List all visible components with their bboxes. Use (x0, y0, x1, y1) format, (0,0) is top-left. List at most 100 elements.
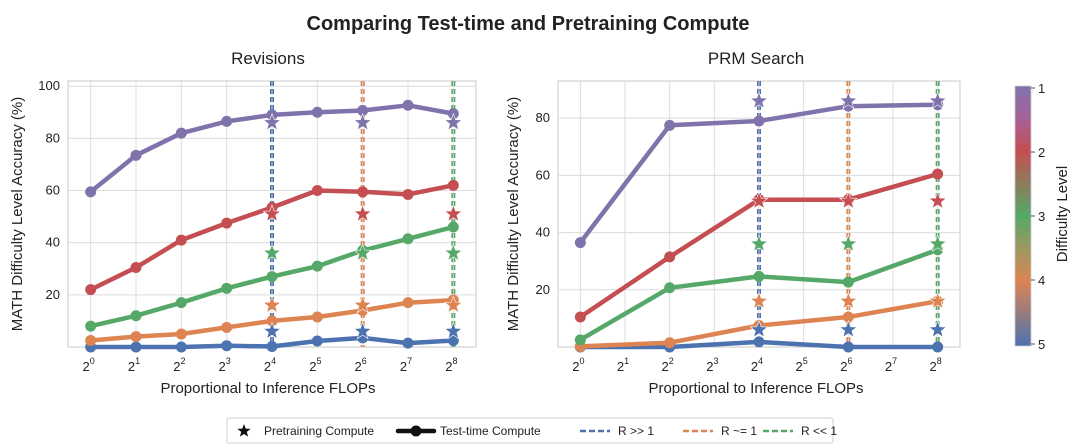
data-point-level-5 (932, 341, 944, 353)
pretraining-star-level-1 (443, 112, 463, 131)
y-tick-label: 60 (536, 167, 550, 182)
x-tick-base: 2 (400, 359, 407, 374)
data-point-level-3 (130, 310, 142, 322)
data-point-level-1 (311, 106, 323, 118)
pretraining-star-level-1 (928, 91, 948, 109)
pretraining-star-level-1 (262, 112, 282, 131)
pretraining-star-level-3 (262, 243, 282, 262)
x-tick-base: 2 (706, 359, 713, 374)
colorbar-tick-label: 4 (1038, 273, 1045, 288)
data-point-level-3 (842, 276, 854, 288)
pretraining-star-level-3 (928, 234, 948, 253)
data-point-level-4 (221, 321, 233, 333)
data-point-level-3 (753, 270, 765, 282)
colorbar-label: Difficulty Level (1054, 166, 1071, 262)
pretraining-star-level-5 (928, 319, 948, 338)
x-tick-exponent: 8 (937, 356, 942, 366)
data-point-level-3 (175, 297, 187, 309)
pretraining-star-level-5 (353, 321, 373, 340)
pretraining-star-level-5 (749, 319, 769, 338)
data-point-level-5 (175, 341, 187, 353)
panel-title-revisions: Revisions (231, 49, 305, 68)
data-point-level-2 (221, 217, 233, 229)
x-tick-exponent: 3 (713, 356, 718, 366)
data-point-level-1 (85, 186, 97, 198)
x-tick-label: 28 (445, 356, 457, 374)
x-tick-base: 2 (445, 359, 452, 374)
y-tick-label: 40 (536, 225, 550, 240)
x-tick-label: 22 (662, 356, 674, 374)
x-tick-label: 24 (264, 356, 276, 374)
data-point-level-2 (932, 168, 944, 180)
legend-label: R >> 1 (618, 424, 654, 438)
data-point-level-3 (664, 282, 676, 294)
x-tick-exponent: 4 (271, 356, 276, 366)
data-point-level-1 (130, 149, 142, 161)
data-point-level-4 (130, 331, 142, 343)
x-tick-exponent: 0 (90, 356, 95, 366)
x-tick-label: 27 (885, 356, 897, 374)
x-tick-exponent: 1 (624, 356, 629, 366)
x-tick-exponent: 0 (579, 356, 584, 366)
data-point-level-2 (357, 186, 369, 198)
data-point-level-3 (85, 320, 97, 332)
pretraining-star-level-1 (838, 91, 858, 109)
colorbar: Difficulty Level 1 2 3 4 5 (1014, 81, 1071, 352)
x-tick-exponent: 6 (362, 356, 367, 366)
data-point-level-3 (221, 282, 233, 294)
y-tick-label: 80 (536, 110, 550, 125)
x-tick-base: 2 (617, 359, 624, 374)
x-tick-exponent: 2 (180, 356, 185, 366)
data-point-level-5 (221, 340, 233, 352)
data-point-level-1 (574, 237, 586, 249)
legend-label: Test-time Compute (440, 424, 541, 438)
x-tick-base: 2 (751, 359, 758, 374)
x-tick-exponent: 4 (758, 356, 763, 366)
data-point-level-4 (175, 328, 187, 340)
x-tick-base: 2 (572, 359, 579, 374)
x-tick-label: 22 (173, 356, 185, 374)
pretraining-star-level-4 (749, 291, 769, 310)
x-tick-base: 2 (173, 359, 180, 374)
colorbar-tick-label: 5 (1038, 337, 1045, 352)
data-point-level-4 (402, 297, 414, 309)
x-tick-base: 2 (885, 359, 892, 374)
data-point-level-5 (842, 341, 854, 353)
data-point-level-1 (664, 119, 676, 131)
legend-label: Pretraining Compute (264, 424, 374, 438)
x-tick-label: 26 (355, 356, 367, 374)
pretraining-star-level-5 (262, 321, 282, 340)
x-tick-base: 2 (128, 359, 135, 374)
data-point-level-1 (402, 99, 414, 111)
x-tick-base: 2 (840, 359, 847, 374)
legend-dot-icon (410, 425, 422, 437)
data-point-level-1 (175, 127, 187, 139)
data-point-level-1 (357, 104, 369, 116)
data-point-level-4 (664, 337, 676, 349)
x-tick-base: 2 (219, 359, 226, 374)
pretraining-star-level-1 (749, 91, 769, 109)
data-point-level-4 (311, 311, 323, 323)
x-tick-label: 21 (617, 356, 629, 374)
data-point-level-4 (85, 334, 97, 346)
y-axis-label-prm-search: MATH Difficulty Level Accuracy (%) (505, 97, 522, 332)
data-point-level-5 (130, 341, 142, 353)
x-tick-exponent: 7 (407, 356, 412, 366)
pretraining-star-level-2 (443, 204, 463, 222)
pretraining-star-level-3 (838, 234, 858, 253)
x-tick-exponent: 5 (803, 356, 808, 366)
x-tick-label: 25 (309, 356, 321, 374)
y-tick-label: 40 (46, 235, 60, 250)
legend-star-icon (237, 424, 251, 437)
x-tick-base: 2 (796, 359, 803, 374)
panel-prm-search: PRM Search Proportional to Inference FLO… (505, 49, 961, 397)
pretraining-star-level-4 (443, 295, 463, 314)
data-point-level-2 (130, 261, 142, 273)
x-tick-label: 28 (930, 356, 942, 374)
x-tick-exponent: 1 (135, 356, 140, 366)
x-tick-exponent: 5 (316, 356, 321, 366)
data-point-level-4 (266, 315, 278, 327)
pretraining-star-level-4 (353, 295, 373, 314)
legend-label: R ~= 1 (721, 424, 757, 438)
pretraining-star-level-2 (262, 204, 282, 222)
